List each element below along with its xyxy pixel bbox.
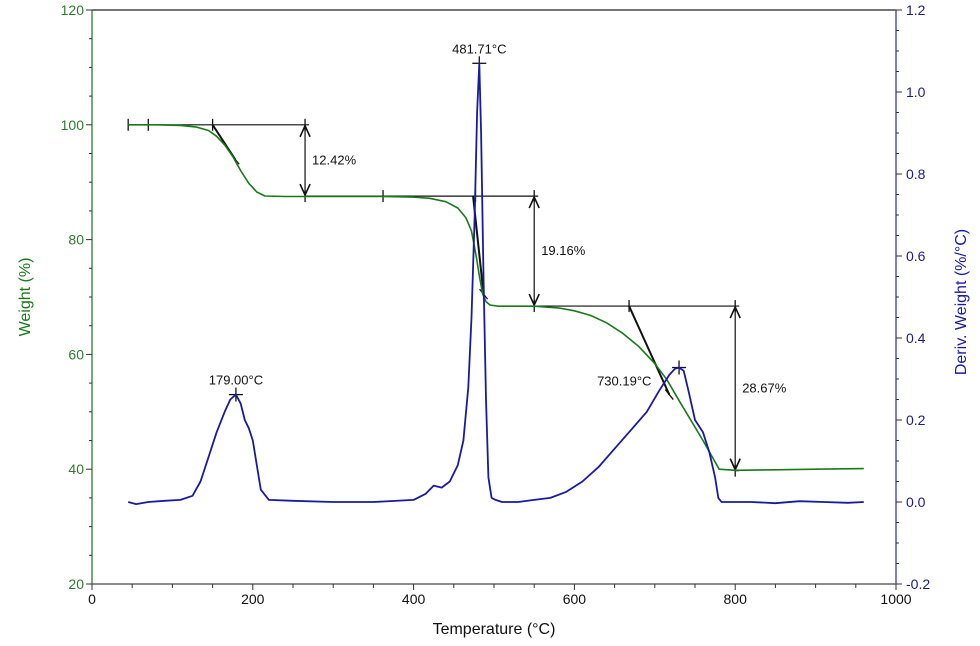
y2-axis-title: Deriv. Weight (%/°C) xyxy=(953,229,970,375)
weight-curve xyxy=(128,124,864,472)
arrow-up-icon xyxy=(729,305,741,319)
x-tick-label: 600 xyxy=(563,591,587,607)
axes: 0 200 400 600 800 1000 20 40 60 80 100 120 -0.2 0.0 0.… xyxy=(61,2,931,607)
arrow-down-icon xyxy=(528,293,540,308)
step-label: 28.67% xyxy=(742,380,787,395)
peak-label: 730.19°C xyxy=(597,374,651,389)
y-axis-title: Weight (%) xyxy=(17,258,34,337)
x-tick-label: 0 xyxy=(88,591,96,607)
arrow-up-icon xyxy=(299,123,311,138)
y2-tick-label: 0.4 xyxy=(906,330,926,346)
arrow-up-icon xyxy=(528,195,540,209)
y2-tick-label: 0.0 xyxy=(906,494,926,510)
peak-label: 481.71°C xyxy=(452,41,506,56)
y2-tick-label: 0.8 xyxy=(906,166,926,182)
x-axis-title: Temperature (°C) xyxy=(433,621,556,638)
tangent-tick xyxy=(664,389,674,400)
x-tick-label: 400 xyxy=(402,591,426,607)
y-tick-label: 40 xyxy=(68,461,84,477)
y-tick-label: 60 xyxy=(68,346,84,362)
x-tick-label: 1000 xyxy=(880,591,911,607)
step-label: 12.42% xyxy=(312,152,357,167)
deriv-weight-curve xyxy=(127,62,864,505)
y-tick-label: 120 xyxy=(61,2,85,18)
y2-tick-label: 1.0 xyxy=(906,84,926,100)
y2-tick-label: 1.2 xyxy=(906,2,926,18)
x-tick-label: 200 xyxy=(241,591,265,607)
y-tick-label: 20 xyxy=(68,576,84,592)
step-label: 19.16% xyxy=(541,243,586,258)
tangent-line xyxy=(628,305,671,395)
peak-label: 179.00°C xyxy=(209,373,263,388)
y2-tick-label: -0.2 xyxy=(906,576,930,592)
annotations: 12.42% 19.16% 28.67% 179.00°C 481.71°C 730.19… xyxy=(127,41,787,477)
y2-tick-label: 0.2 xyxy=(906,412,926,428)
y-tick-label: 100 xyxy=(61,117,85,133)
series-layer xyxy=(127,62,864,505)
x-tick-label: 800 xyxy=(724,591,748,607)
arrow-down-icon xyxy=(299,183,311,198)
y-tick-label: 80 xyxy=(68,232,84,248)
y2-tick-label: 0.6 xyxy=(906,248,926,264)
